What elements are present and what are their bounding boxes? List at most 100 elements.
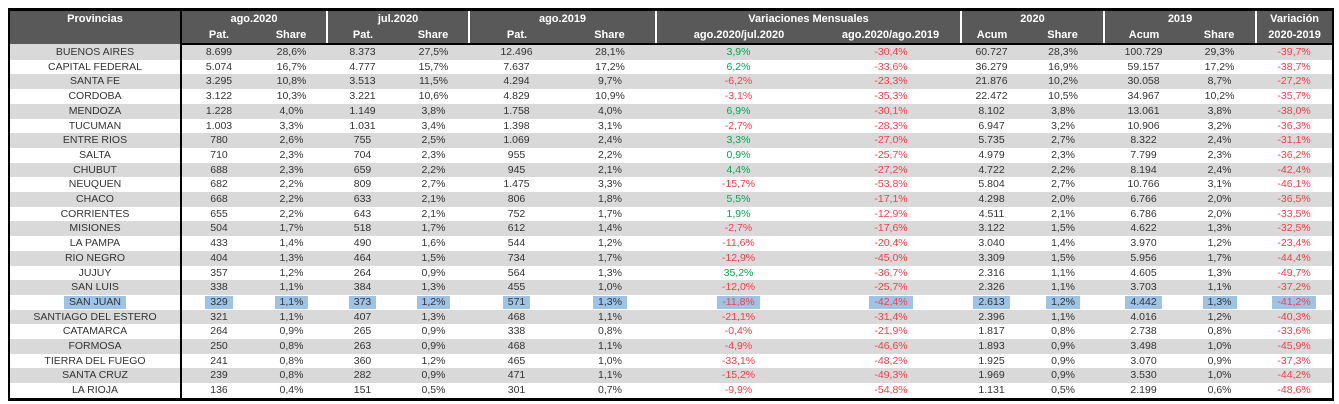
- value-cell: 2,1%: [564, 162, 657, 178]
- value-cell: -33,6%: [1256, 324, 1334, 340]
- value-cell: 1.228: [181, 103, 256, 119]
- value-cell: 1,8%: [564, 192, 657, 207]
- value-cell: 4.979: [961, 147, 1023, 163]
- value-cell: 2,2%: [1022, 162, 1105, 178]
- value-cell: 301: [469, 383, 565, 400]
- value-cell: 0,9%: [1022, 353, 1105, 369]
- province-cell: MENDOZA: [9, 103, 182, 119]
- value-cell: 12.496: [469, 44, 565, 60]
- value-cell: 1,6%: [398, 236, 470, 251]
- value-cell: -31,1%: [1256, 133, 1334, 148]
- value-cell: 2.199: [1104, 383, 1184, 400]
- province-cell: BUENOS AIRES: [9, 44, 182, 60]
- value-cell: 282: [327, 368, 398, 384]
- value-cell: 6,9%: [656, 103, 822, 119]
- value-cell: 151: [327, 383, 398, 400]
- value-cell: 3,2%: [1022, 118, 1105, 134]
- value-cell: 10.766: [1104, 177, 1184, 193]
- province-cell: CAPITAL FEDERAL: [9, 59, 182, 75]
- province-cell: SAN JUAN: [9, 294, 182, 310]
- value-cell: 2,0%: [1183, 192, 1257, 207]
- header-var-ago2020-ago2019: ago.2020/ago.2019: [821, 27, 962, 45]
- header-group-jul-2020: jul.2020: [325, 9, 470, 27]
- table-row: CHACO 668 2,2% 633 2,1% 806 1,8% 5,5% -17,1% 4.29…: [9, 192, 1334, 207]
- value-cell: 1,4%: [564, 221, 657, 237]
- value-cell: -46,1%: [1256, 177, 1334, 193]
- value-cell: 465: [469, 353, 565, 369]
- value-cell: 3,8%: [1022, 103, 1105, 119]
- value-cell: 468: [469, 339, 565, 354]
- header-variacion-2020-2019: 2020-2019: [1255, 27, 1334, 45]
- value-cell: -38,0%: [1256, 103, 1334, 119]
- value-cell: -3,1%: [656, 89, 822, 104]
- value-cell: 704: [327, 147, 398, 163]
- value-cell: 407: [327, 309, 398, 325]
- value-cell: -36,2%: [1256, 147, 1334, 163]
- value-cell: 955: [469, 147, 565, 163]
- value-cell: -12,9%: [821, 206, 962, 222]
- value-cell: 10,2%: [1022, 74, 1105, 90]
- value-cell: 4.605: [1104, 265, 1184, 281]
- value-cell: 4,0%: [564, 103, 657, 119]
- value-cell: 2.316: [961, 265, 1023, 281]
- value-cell: 2,4%: [564, 133, 657, 148]
- value-cell: -30,4%: [821, 44, 962, 60]
- value-cell: 518: [327, 221, 398, 237]
- province-cell: TUCUMAN: [9, 118, 182, 134]
- value-cell: 1.475: [469, 177, 565, 193]
- value-cell: 100.729: [1104, 44, 1184, 60]
- value-cell: 2,2%: [256, 206, 327, 222]
- value-cell: -11,6%: [656, 236, 822, 251]
- value-cell: 0,9%: [398, 324, 470, 340]
- value-cell: -25,7%: [821, 147, 962, 163]
- value-cell: 1,1%: [1022, 280, 1105, 295]
- value-cell: 471: [469, 368, 565, 384]
- value-cell: 4.722: [961, 162, 1023, 178]
- value-cell: 5.804: [961, 177, 1023, 193]
- table-row: SANTA FE 3.295 10,8% 3.513 11,5% 4.294 9,7% -6,…: [9, 74, 1334, 90]
- value-cell: 1,0%: [564, 280, 657, 295]
- value-cell: 468: [469, 309, 565, 325]
- value-cell: 490: [327, 236, 398, 251]
- province-cell: TIERRA DEL FUEGO: [9, 353, 182, 369]
- value-cell: 682: [181, 177, 256, 193]
- value-cell: -2,7%: [656, 118, 822, 134]
- value-cell: -9,9%: [656, 383, 822, 400]
- value-cell: 15,7%: [398, 59, 470, 75]
- value-cell: -37,3%: [1256, 353, 1334, 369]
- value-cell: 659: [327, 162, 398, 178]
- value-cell: 710: [181, 147, 256, 163]
- value-cell: 1.398: [469, 118, 565, 134]
- value-cell: -53,8%: [821, 177, 962, 193]
- header-pat-ago-2020: Pat.: [181, 27, 256, 45]
- value-cell: 0,8%: [564, 324, 657, 340]
- value-cell: 8.699: [181, 44, 256, 60]
- value-cell: -11,8%: [656, 294, 822, 310]
- value-cell: 3,1%: [1183, 177, 1257, 193]
- value-cell: 1,3%: [564, 294, 657, 310]
- value-cell: 321: [181, 309, 256, 325]
- value-cell: 1,1%: [1183, 280, 1257, 295]
- province-cell: ENTRE RIOS: [9, 133, 182, 148]
- province-cell: LA RIOJA: [9, 383, 182, 400]
- value-cell: -48,2%: [821, 353, 962, 369]
- province-cell: RIO NEGRO: [9, 250, 182, 266]
- value-cell: 1,4%: [1022, 236, 1105, 251]
- value-cell: 1,3%: [256, 250, 327, 266]
- value-cell: 755: [327, 133, 398, 148]
- value-cell: 2,3%: [1022, 147, 1105, 163]
- value-cell: 59.157: [1104, 59, 1184, 75]
- value-cell: -28,3%: [821, 118, 962, 134]
- table-row: CATAMARCA 264 0,9% 265 0,9% 338 0,8% -0,4% -21,9…: [9, 324, 1334, 340]
- value-cell: 29,3%: [1183, 44, 1257, 60]
- value-cell: -41,2%: [1256, 294, 1334, 310]
- value-cell: 4.442: [1104, 294, 1184, 310]
- value-cell: -12,9%: [656, 250, 822, 266]
- value-cell: 7.799: [1104, 147, 1184, 163]
- value-cell: 655: [181, 206, 256, 222]
- value-cell: 4.511: [961, 206, 1023, 222]
- value-cell: 1.893: [961, 339, 1023, 354]
- value-cell: -38,7%: [1256, 59, 1334, 75]
- value-cell: 4.298: [961, 192, 1023, 207]
- table-row: SAN JUAN 329 1,1% 373 1,2% 571 1,3% -11,8% -42,4…: [9, 294, 1334, 310]
